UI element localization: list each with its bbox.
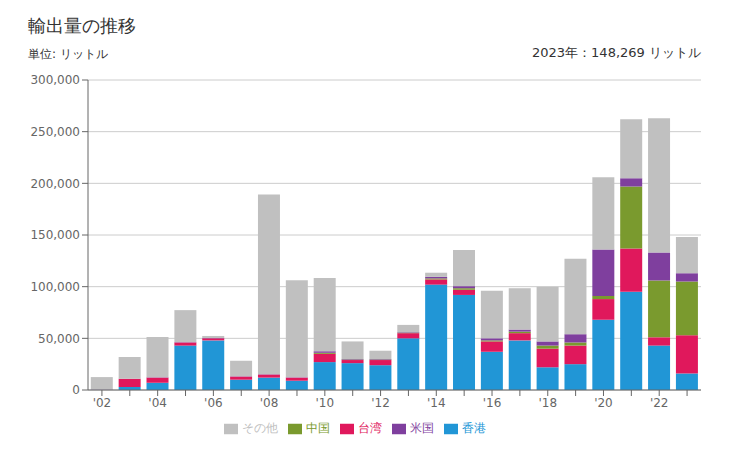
svg-text:'14: '14	[427, 396, 446, 410]
svg-text:100,000: 100,000	[30, 280, 80, 294]
svg-text:0: 0	[72, 383, 80, 397]
svg-text:'22: '22	[650, 396, 669, 410]
html-text:その他: その他	[241, 421, 278, 435]
html-text:米国: 米国	[409, 421, 434, 435]
svg-text:'18: '18	[538, 396, 557, 410]
svg-text:300,000: 300,000	[30, 73, 80, 87]
html-text:2023年：148,269 リットル: 2023年：148,269 リットル	[532, 45, 701, 60]
svg-text:50,000: 50,000	[38, 332, 80, 346]
svg-text:'06: '06	[204, 396, 223, 410]
svg-text:200,000: 200,000	[30, 177, 80, 191]
svg-text:'10: '10	[316, 396, 335, 410]
html-text:台湾: 台湾	[357, 421, 382, 435]
svg-text:'02: '02	[93, 396, 112, 410]
svg-text:'12: '12	[371, 396, 390, 410]
svg-text:250,000: 250,000	[30, 125, 80, 139]
html-text:単位: リットル: 単位: リットル	[28, 47, 108, 61]
svg-text:'16: '16	[483, 396, 502, 410]
svg-text:150,000: 150,000	[30, 228, 80, 242]
svg-text:'04: '04	[148, 396, 167, 410]
html-text:輸出量の推移: 輸出量の推移	[28, 15, 136, 36]
html-text:中国: 中国	[305, 421, 330, 435]
svg-text:'20: '20	[594, 396, 613, 410]
html-text:香港: 香港	[461, 421, 486, 435]
svg-text:'08: '08	[260, 396, 279, 410]
